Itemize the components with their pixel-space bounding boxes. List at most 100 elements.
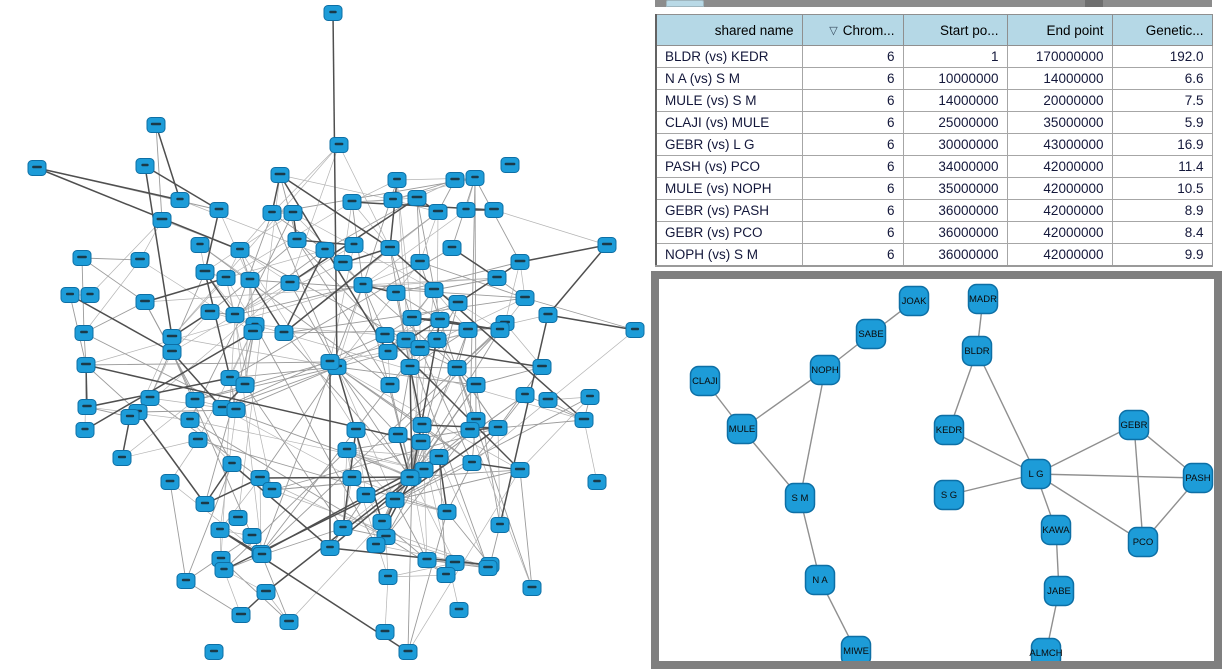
network-node[interactable] xyxy=(478,560,498,576)
cell-value[interactable]: 10000000 xyxy=(902,67,1008,90)
network-node[interactable] xyxy=(462,455,482,471)
network-node[interactable] xyxy=(320,540,340,556)
cell-value[interactable]: 43000000 xyxy=(1006,133,1113,156)
cell-value[interactable]: 5.9 xyxy=(1111,111,1213,134)
cell-value[interactable]: 7.5 xyxy=(1111,89,1213,112)
network-node[interactable] xyxy=(510,254,530,270)
cell-value[interactable]: 8.9 xyxy=(1111,199,1213,222)
cell-value[interactable]: 6 xyxy=(801,155,904,178)
network-node-sabe[interactable]: SABE xyxy=(855,318,887,350)
cell-value[interactable]: 6 xyxy=(801,67,904,90)
network-node[interactable] xyxy=(402,310,422,326)
network-node-kedr[interactable]: KEDR xyxy=(933,414,965,446)
network-node[interactable] xyxy=(515,290,535,306)
table-row[interactable]: MULE (vs) NOPH 6 35000000 42000000 10.5 xyxy=(655,177,1213,200)
table-row[interactable]: GEBR (vs) PASH 6 36000000 42000000 8.9 xyxy=(655,199,1213,222)
network-node[interactable] xyxy=(214,562,234,578)
network-node[interactable] xyxy=(162,329,182,345)
network-node[interactable] xyxy=(375,624,395,640)
network-node[interactable] xyxy=(162,344,182,360)
cell-shared-name[interactable]: PASH (vs) PCO xyxy=(655,155,803,178)
network-node[interactable] xyxy=(243,324,263,340)
network-node[interactable] xyxy=(72,250,92,266)
network-node[interactable] xyxy=(240,272,260,288)
cell-shared-name[interactable]: GEBR (vs) L G xyxy=(655,133,803,156)
cell-value[interactable]: 6 xyxy=(801,243,904,267)
cell-shared-name[interactable]: N A (vs) S M xyxy=(655,67,803,90)
network-node[interactable] xyxy=(447,360,467,376)
network-node[interactable] xyxy=(60,287,80,303)
network-node[interactable] xyxy=(488,420,508,436)
cell-value[interactable]: 192.0 xyxy=(1111,45,1213,68)
network-node[interactable] xyxy=(231,607,251,623)
network-node[interactable] xyxy=(427,332,447,348)
network-node[interactable] xyxy=(283,205,303,221)
network-node[interactable] xyxy=(176,573,196,589)
filtered-network-view[interactable]: JOAK SABE NOPH CLAJI MULE S M N A MIWE MADR BLDR K… xyxy=(659,279,1214,661)
network-node[interactable] xyxy=(204,644,224,660)
network-node[interactable] xyxy=(188,432,208,448)
network-node[interactable] xyxy=(424,282,444,298)
network-node[interactable] xyxy=(226,402,246,418)
network-node[interactable] xyxy=(228,510,248,526)
network-node[interactable] xyxy=(410,340,430,356)
cell-value[interactable]: 34000000 xyxy=(902,155,1008,178)
network-node[interactable] xyxy=(597,237,617,253)
network-node[interactable] xyxy=(280,275,300,291)
network-node[interactable] xyxy=(210,522,230,538)
network-node[interactable] xyxy=(120,409,140,425)
network-node-kawa[interactable]: KAWA xyxy=(1040,514,1072,546)
network-node[interactable] xyxy=(428,204,448,220)
network-node-n-a[interactable]: N A xyxy=(804,564,836,596)
cell-value[interactable]: 25000000 xyxy=(902,111,1008,134)
cell-shared-name[interactable]: MULE (vs) S M xyxy=(655,89,803,112)
network-node-madr[interactable]: MADR xyxy=(967,283,999,315)
network-node[interactable] xyxy=(538,392,558,408)
network-node[interactable] xyxy=(510,462,530,478)
network-node[interactable] xyxy=(230,242,250,258)
network-node-miwe[interactable]: MIWE xyxy=(840,635,872,662)
network-node[interactable] xyxy=(222,456,242,472)
network-node[interactable] xyxy=(256,584,276,600)
network-node[interactable] xyxy=(580,389,600,405)
network-node[interactable] xyxy=(417,552,437,568)
network-node[interactable] xyxy=(270,167,290,183)
network-node[interactable] xyxy=(346,422,366,438)
cell-value[interactable]: 42000000 xyxy=(1006,199,1113,222)
network-node[interactable] xyxy=(410,254,430,270)
network-node[interactable] xyxy=(146,117,166,133)
cell-value[interactable]: 16.9 xyxy=(1111,133,1213,156)
cell-value[interactable]: 10.5 xyxy=(1111,177,1213,200)
network-node[interactable] xyxy=(250,470,270,486)
network-node[interactable] xyxy=(574,412,594,428)
network-node[interactable] xyxy=(130,252,150,268)
network-node-joak[interactable]: JOAK xyxy=(898,285,930,317)
network-node[interactable] xyxy=(160,474,180,490)
cell-shared-name[interactable]: GEBR (vs) PCO xyxy=(655,221,803,244)
network-node-almch[interactable]: ALMCH xyxy=(1029,637,1063,662)
cell-value[interactable]: 35000000 xyxy=(1006,111,1113,134)
cell-value[interactable]: 6 xyxy=(801,45,904,68)
cell-value[interactable]: 30000000 xyxy=(902,133,1008,156)
network-node[interactable] xyxy=(437,504,457,520)
network-node-bldr[interactable]: BLDR xyxy=(961,335,993,367)
network-node[interactable] xyxy=(383,192,403,208)
network-node[interactable] xyxy=(388,427,408,443)
network-node[interactable] xyxy=(333,520,353,536)
network-node-s-m[interactable]: S M xyxy=(784,482,816,514)
network-node[interactable] xyxy=(323,5,343,21)
network-node[interactable] xyxy=(185,392,205,408)
network-node-gebr[interactable]: GEBR xyxy=(1118,409,1150,441)
network-node[interactable] xyxy=(445,172,465,188)
network-node[interactable] xyxy=(484,202,504,218)
cell-value[interactable]: 36000000 xyxy=(902,221,1008,244)
cell-value[interactable]: 170000000 xyxy=(1006,45,1113,68)
cell-value[interactable]: 42000000 xyxy=(1006,221,1113,244)
network-node[interactable] xyxy=(412,417,432,433)
network-node-pash[interactable]: PASH xyxy=(1182,462,1214,494)
network-node[interactable] xyxy=(466,377,486,393)
cell-value[interactable]: 11.4 xyxy=(1111,155,1213,178)
cell-value[interactable]: 6 xyxy=(801,221,904,244)
network-node[interactable] xyxy=(387,172,407,188)
network-node[interactable] xyxy=(209,202,229,218)
